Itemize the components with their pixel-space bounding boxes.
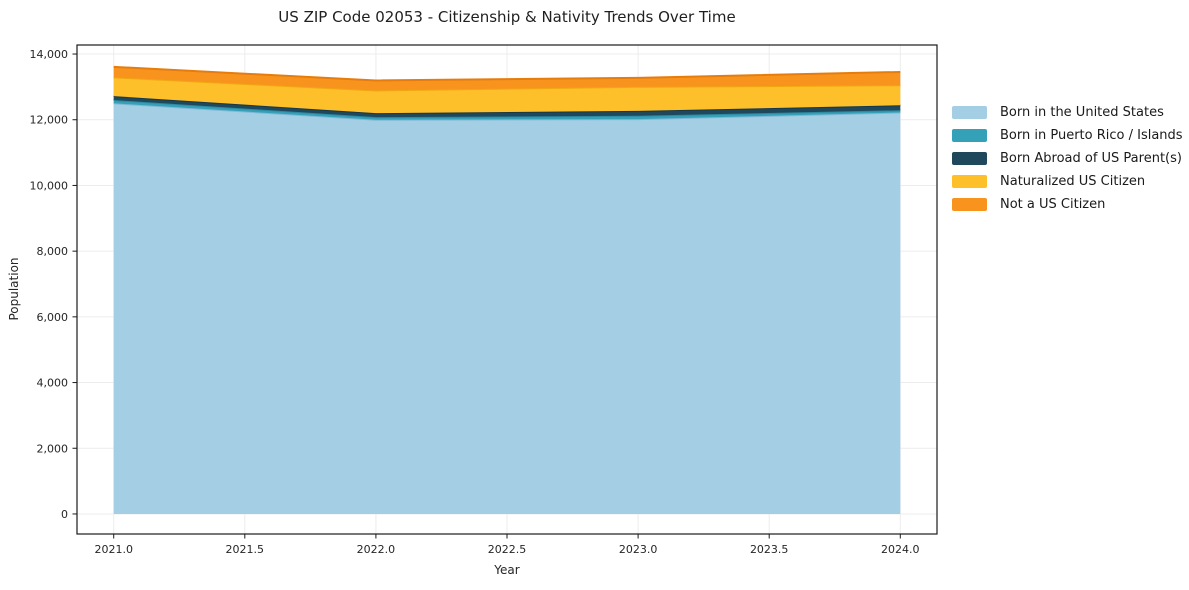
area-edge-not-a-us-citizen bbox=[113, 65, 901, 82]
legend-item: Naturalized US Citizen bbox=[952, 170, 1183, 193]
x-tick-label: 2023.5 bbox=[750, 543, 789, 556]
legend-label: Born in the United States bbox=[1000, 105, 1164, 120]
legend-swatch bbox=[952, 175, 987, 188]
y-tick-label: 12,000 bbox=[30, 114, 69, 127]
legend-swatch bbox=[952, 106, 987, 119]
area-born-in-the-united-states bbox=[113, 103, 901, 514]
legend-item: Born in Puerto Rico / Islands bbox=[952, 124, 1183, 147]
legend-label: Born Abroad of US Parent(s) bbox=[1000, 151, 1182, 166]
legend-item: Not a US Citizen bbox=[952, 193, 1183, 216]
x-axis-label: Year bbox=[494, 563, 520, 577]
chart-title: US ZIP Code 02053 - Citizenship & Nativi… bbox=[278, 8, 736, 26]
x-tick-label: 2021.0 bbox=[94, 543, 133, 556]
x-tick-label: 2024.0 bbox=[881, 543, 920, 556]
legend-swatch bbox=[952, 129, 987, 142]
area-born-abroad-of-us-parent-s bbox=[113, 96, 901, 118]
legend-swatch bbox=[952, 198, 987, 211]
y-tick-label: 8,000 bbox=[37, 245, 69, 258]
legend-item: Born Abroad of US Parent(s) bbox=[952, 147, 1183, 170]
y-tick-label: 14,000 bbox=[30, 48, 69, 61]
legend: Born in the United States Born in Puerto … bbox=[952, 101, 1183, 216]
x-tick-label: 2021.5 bbox=[226, 543, 265, 556]
x-tick-label: 2023.0 bbox=[619, 543, 658, 556]
legend-swatch bbox=[952, 152, 987, 165]
y-axis-label: Population bbox=[7, 257, 21, 321]
legend-label: Not a US Citizen bbox=[1000, 197, 1106, 212]
area-naturalized-us-citizen bbox=[113, 77, 901, 114]
y-tick-label: 10,000 bbox=[30, 179, 69, 192]
area-not-a-us-citizen bbox=[113, 66, 901, 91]
x-tick-label: 2022.5 bbox=[488, 543, 527, 556]
x-tick-label: 2022.0 bbox=[357, 543, 396, 556]
y-tick-label: 4,000 bbox=[37, 377, 69, 390]
y-tick-label: 0 bbox=[61, 508, 68, 521]
y-tick-label: 2,000 bbox=[37, 442, 69, 455]
legend-label: Born in Puerto Rico / Islands bbox=[1000, 128, 1183, 143]
y-tick-label: 6,000 bbox=[37, 311, 69, 324]
legend-item: Born in the United States bbox=[952, 101, 1183, 124]
legend-label: Naturalized US Citizen bbox=[1000, 174, 1146, 189]
